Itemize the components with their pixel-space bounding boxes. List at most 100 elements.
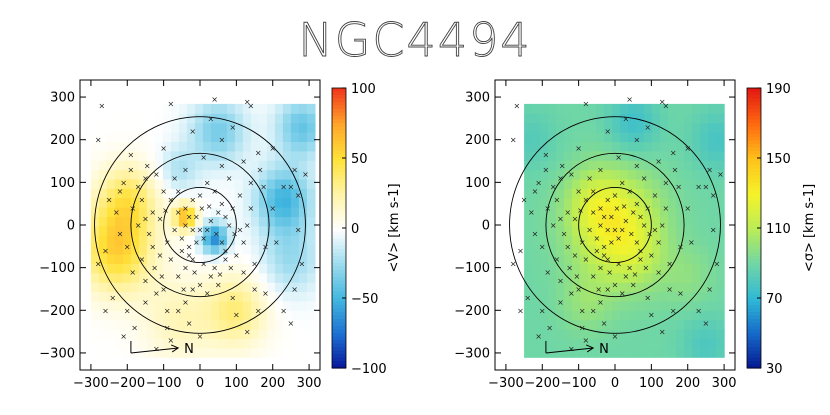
map-pixel [620,169,629,180]
map-pixel [170,291,180,302]
map-pixel [716,291,725,302]
map-pixel [258,207,268,218]
slit-marker: × [120,178,127,187]
slit-marker: × [142,215,149,224]
map-pixel [652,207,661,218]
map-pixel [146,319,156,330]
map-pixel [290,160,300,171]
map-pixel [106,282,116,293]
map-pixel [700,207,709,218]
map-pixel [234,197,244,208]
map-pixel [636,244,645,255]
map-pixel [266,122,276,133]
map-pixel [668,291,677,302]
map-pixel [716,329,725,340]
map-pixel [266,188,276,199]
colorbar-swatch [332,259,346,264]
slit-marker: × [663,178,670,187]
slit-marker: × [655,238,662,247]
map-pixel [306,329,316,340]
map-pixel [596,225,605,236]
map-pixel [588,132,597,143]
map-pixel [692,216,701,227]
map-pixel [652,282,661,293]
map-pixel [298,291,308,302]
map-pixel [540,160,549,171]
map-pixel [194,178,204,189]
map-pixel [226,113,236,124]
map-pixel [636,347,645,358]
marker-group: × × × ×××××× ××××××××××××××××××××××× ××××××××… [95,95,309,353]
slit-marker: × [231,230,238,239]
slit-marker: × [168,99,175,108]
map-pixel [170,338,180,349]
isophote-ellipse-3 [94,116,306,334]
colorbar-swatch [332,340,346,345]
colorbar-swatch [747,179,761,184]
map-pixel [258,310,268,321]
map-pixel [170,103,180,114]
map-pixel [146,272,156,283]
y-tick-label: 300 [50,91,75,106]
map-pixel [170,197,180,208]
map-pixel [154,122,164,133]
map-pixel [258,188,268,199]
map-pixel [620,103,629,114]
map-pixel [604,103,613,114]
map-pixel [676,263,685,274]
map-pixel [226,263,236,274]
map-pixel [274,225,284,236]
x-tick-label: 300 [297,376,322,391]
map-pixel [588,103,597,114]
compass-arrow [130,347,179,354]
map-pixel [708,141,717,152]
slit-marker: × [659,97,666,106]
slit-marker: × [590,306,597,315]
map-pixel [652,291,661,302]
slit-marker: × [579,306,586,315]
map-pixel [644,141,653,152]
map-pixel [532,244,541,255]
colorbar-swatch [332,200,346,205]
slit-marker: × [218,200,225,209]
map-pixel [660,103,669,114]
map-pixel [684,244,693,255]
map-pixel [524,329,533,340]
slit-marker: × [288,319,295,328]
map-pixel [628,122,637,133]
map-pixel [684,122,693,133]
colorbar-swatch [332,140,346,145]
map-pixel [564,188,573,199]
colorbar-swatch [332,161,346,166]
slit-marker: × [583,195,590,204]
colorbar-swatch [747,319,761,324]
map-pixel [178,178,188,189]
map-pixel [620,207,629,218]
map-pixel [620,338,629,349]
map-pixel [114,122,124,133]
slit-marker: × [626,187,633,196]
colorbar-swatch [747,144,761,149]
colorbar-swatch [747,364,761,369]
map-pixel [202,282,212,293]
map-pixel [106,178,116,189]
map-pixel [580,310,589,321]
slit-marker: × [670,306,677,315]
map-pixel [178,216,188,227]
map-pixel [676,338,685,349]
map-pixel [106,254,116,264]
slit-marker: × [189,225,196,234]
map-pixel [644,263,653,274]
map-pixel [170,282,180,293]
map-pixel [162,169,172,180]
map-pixel [282,141,292,152]
map-pixel [580,160,589,171]
x-tick-label: −300 [73,376,109,391]
map-pixel [178,160,188,171]
slit-marker: × [193,212,200,221]
colorbar-swatch [747,312,761,317]
colorbar-tick-label: −50 [351,292,378,307]
map-pixel [234,263,244,274]
map-pixel [306,244,316,255]
slit-marker: × [601,242,608,251]
